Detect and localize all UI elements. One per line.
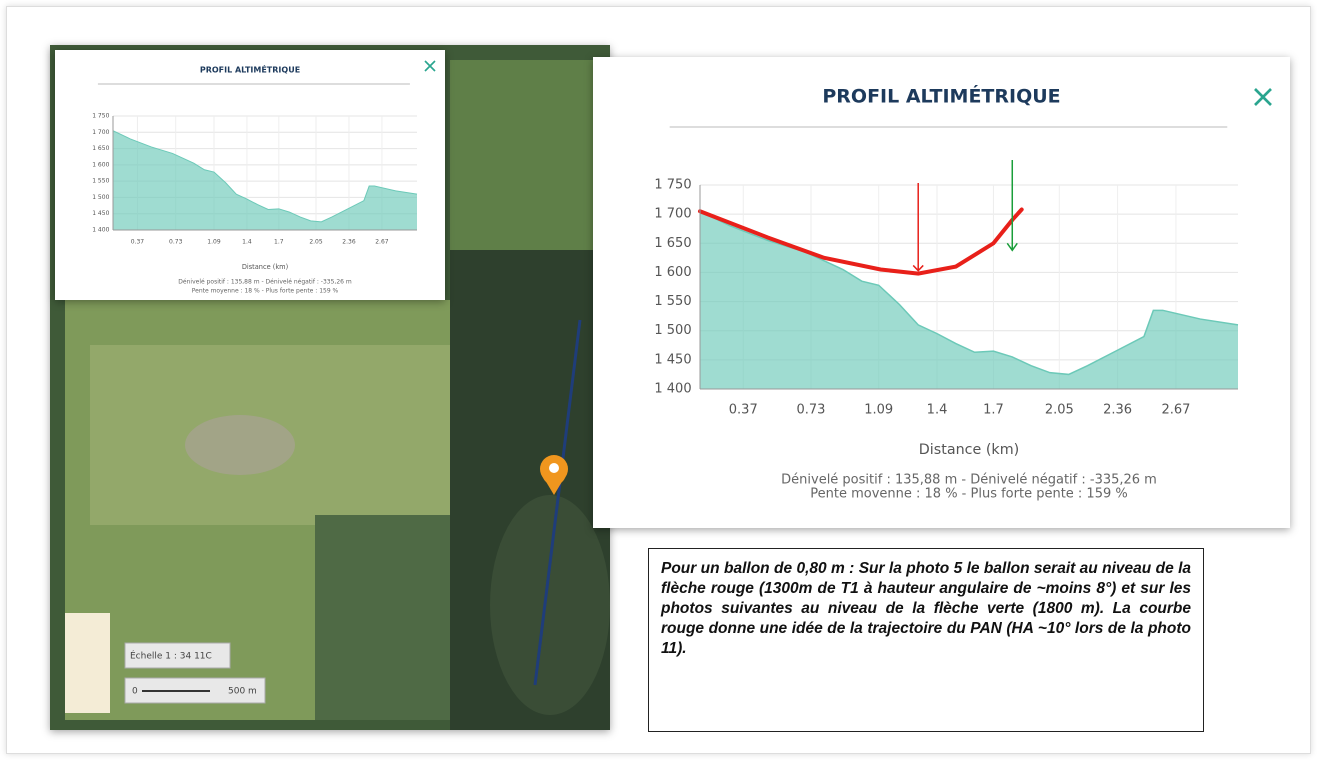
area-line <box>112 130 418 223</box>
x-tick-label: 1.4 <box>242 239 252 246</box>
close-button[interactable] <box>1254 88 1272 106</box>
area-fill <box>113 130 417 230</box>
y-tick-label: 1 550 <box>92 178 109 185</box>
scale-distance: 500 m <box>228 687 257 697</box>
y-tick-label: 1 450 <box>654 352 691 367</box>
y-tick-label: 1 700 <box>654 207 691 222</box>
frame <box>6 6 1311 754</box>
small-profile-card: PROFIL ALTIMÉTRIQUE 1 400 1 450 1 500 1 550 1… <box>55 50 445 300</box>
y-tick-label: 1 500 <box>92 194 109 201</box>
x-tick-label: 1.4 <box>927 403 948 418</box>
y-tick-label: 1 400 <box>92 227 109 234</box>
y-tick-label: 1 500 <box>654 323 691 338</box>
x-tick-label: 0.73 <box>169 239 183 246</box>
footer-text: Dénivelé positif : 135,88 m - Dénivelé n… <box>178 279 352 286</box>
y-tick-label: 1 400 <box>654 382 691 397</box>
y-tick-label: 1 600 <box>654 265 691 280</box>
chart-title: PROFIL ALTIMÉTRIQUE <box>822 85 1060 108</box>
x-tick-label: 2.05 <box>309 239 323 246</box>
x-tick-label: 1.09 <box>207 239 221 246</box>
x-axis-label: Distance (km) <box>919 442 1019 458</box>
y-tick-label: 1 650 <box>654 236 691 251</box>
y-tick-label: 1 550 <box>654 294 691 309</box>
scale-label: Échelle 1 : 34 11C <box>130 650 212 662</box>
chart-title: PROFIL ALTIMÉTRIQUE <box>200 64 300 75</box>
x-tick-label: 0.37 <box>131 239 145 246</box>
scale-zero: 0 <box>132 687 138 697</box>
x-tick-label: 2.36 <box>1103 403 1132 418</box>
note: Pour un ballon de 0,80 m : Sur la photo … <box>648 548 1204 732</box>
y-tick-label: 1 600 <box>92 161 109 168</box>
footer-text: Dénivelé positif : 135,88 m - Dénivelé n… <box>781 473 1157 488</box>
x-tick-label: 2.36 <box>342 239 356 246</box>
x-tick-label: 0.73 <box>797 403 826 418</box>
small-profile: PROFIL ALTIMÉTRIQUE 1 400 1 450 1 500 1 550 1… <box>92 60 436 295</box>
area-line <box>699 210 1239 376</box>
x-tick-label: 1.09 <box>864 403 893 418</box>
profile-card: PROFIL ALTIMÉTRIQUE 1 400 1 450 1 500 1 550 1… <box>593 57 1290 528</box>
footer-text: Pente movenne : 18 % - Plus forte pente … <box>810 487 1127 502</box>
area-fill <box>700 211 1238 389</box>
footer-text: Pente moyenne : 18 % - Plus forte pente … <box>192 288 339 295</box>
green-arrow <box>1006 160 1018 252</box>
x-tick-label: 2.05 <box>1045 403 1074 418</box>
y-tick-label: 1 750 <box>654 178 691 193</box>
close-button[interactable] <box>424 60 436 72</box>
x-tick-label: 2.67 <box>375 239 389 246</box>
x-tick-label: 2.67 <box>1161 403 1190 418</box>
x-tick-label: 1.7 <box>274 239 284 246</box>
y-tick-label: 1 450 <box>92 210 109 217</box>
red-arrow <box>912 183 924 272</box>
trajectory-line <box>698 207 1024 276</box>
x-axis-label: Distance (km) <box>242 263 288 271</box>
x-tick-label: 0.37 <box>729 403 758 418</box>
y-tick-label: 1 750 <box>92 113 109 120</box>
y-tick-label: 1 700 <box>92 129 109 136</box>
profile: PROFIL ALTIMÉTRIQUE 1 400 1 450 1 500 1 550 1… <box>654 85 1272 502</box>
y-tick-label: 1 650 <box>92 145 109 152</box>
x-tick-label: 1.7 <box>983 403 1004 418</box>
